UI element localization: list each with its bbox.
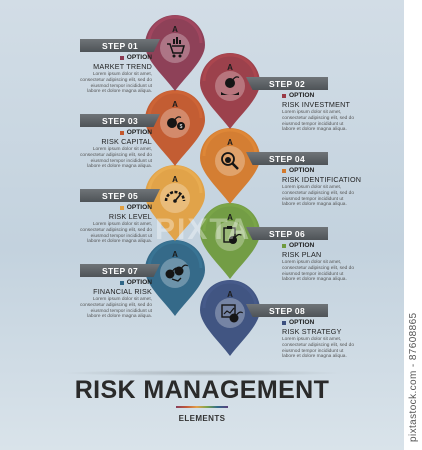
step-6-option: OPTION RISK PLAN Lorem ipsum dolor sit ame… — [282, 242, 374, 283]
step-5-drop-letter: A — [172, 175, 178, 184]
step-4-label: STEP 04 — [269, 154, 305, 164]
step-4-banner: STEP 04 — [246, 152, 328, 165]
option-body: Lorem ipsum dolor sit amet, consectetur a… — [80, 222, 152, 245]
cart-icon — [167, 37, 185, 58]
step-7-label: STEP 07 — [102, 266, 138, 276]
step-2-banner: STEP 02 — [246, 77, 328, 90]
svg-text:$: $ — [180, 124, 183, 130]
option-label: OPTION — [289, 167, 315, 174]
step-8-label: STEP 08 — [269, 306, 305, 316]
step-1-option: OPTION MARKET TREND Lorem ipsum dolor sit … — [60, 54, 152, 95]
option-body: Lorem ipsum dolor sit amet, consectetur a… — [80, 72, 152, 95]
step-7-option: OPTION FINANCIAL RISK Lorem ipsum dolor si… — [60, 279, 152, 320]
step-8-drop: A — [200, 280, 260, 356]
step-1-label: STEP 01 — [102, 41, 138, 51]
step-7-drop-letter: A — [172, 250, 178, 259]
bomb-money-icon: $ — [167, 116, 185, 130]
step-6-banner: STEP 06 — [246, 227, 328, 240]
option-title: RISK CAPITAL — [101, 136, 152, 146]
option-body: Lorem ipsum dolor sit amet, consectetur a… — [282, 260, 354, 283]
step-8-banner: STEP 08 — [246, 304, 328, 317]
option-label: OPTION — [289, 92, 315, 99]
option-body: Lorem ipsum dolor sit amet, consectetur a… — [80, 147, 152, 170]
page-title: RISK MANAGEMENT — [74, 376, 330, 404]
step-6-label: STEP 06 — [269, 229, 305, 239]
step-3-drop-letter: A — [172, 100, 178, 109]
option-title: RISK STRATEGY — [282, 326, 342, 336]
bombs-icon — [165, 264, 189, 282]
step-3-label: STEP 03 — [102, 116, 138, 126]
step-5-drop: A — [145, 165, 205, 241]
option-heading: OPTION — [282, 319, 374, 327]
option-heading: OPTION — [60, 54, 152, 62]
option-heading: OPTION — [282, 242, 374, 250]
option-body: Lorem ipsum dolor sit amet, consectetur a… — [282, 110, 354, 133]
step-3-banner: STEP 03 — [80, 114, 160, 127]
option-label: OPTION — [126, 279, 152, 286]
step-2-option: OPTION RISK INVESTMENT Lorem ipsum dolor s… — [282, 92, 374, 133]
option-heading: OPTION — [282, 167, 374, 175]
step-8-option: OPTION RISK STRATEGY Lorem ipsum dolor sit… — [282, 319, 374, 360]
option-label: OPTION — [126, 129, 152, 136]
option-title: RISK IDENTIFICATION — [282, 174, 362, 184]
step-8-drop-letter: A — [227, 290, 233, 299]
step-1-drop-letter: A — [172, 25, 178, 34]
step-5-option: OPTION RISK LEVEL Lorem ipsum dolor sit am… — [60, 204, 152, 245]
chart-bomb-icon — [221, 304, 244, 323]
title-divider — [176, 406, 228, 408]
step-3-option: OPTION RISK CAPITAL Lorem ipsum dolor sit … — [60, 129, 152, 170]
step-4-option: OPTION RISK IDENTIFICATION Lorem ipsum dol… — [282, 167, 374, 208]
side-watermark: pixtastock.com - 87608865 — [406, 0, 422, 450]
step-5-banner: STEP 05 — [80, 189, 160, 202]
step-4-drop: A — [200, 128, 260, 204]
step-2-label: STEP 02 — [269, 79, 305, 89]
option-label: OPTION — [289, 242, 315, 249]
step-6-drop-letter: A — [227, 213, 233, 222]
option-heading: OPTION — [282, 92, 374, 100]
gauge-icon — [164, 190, 186, 203]
step-7-banner: STEP 07 — [80, 264, 160, 277]
step-7-drop: A — [145, 240, 205, 316]
bomb-hand-icon — [221, 76, 240, 95]
option-body: Lorem ipsum dolor sit amet, consectetur a… — [282, 337, 354, 360]
option-heading: OPTION — [60, 129, 152, 137]
pixta-watermark: PIXTA — [155, 213, 252, 246]
step-1-drop: A — [145, 15, 205, 91]
step-2-drop: A — [200, 53, 260, 129]
magnifier-bomb-icon — [221, 152, 239, 170]
option-body: Lorem ipsum dolor sit amet, consectetur a… — [282, 185, 354, 208]
option-title: MARKET TREND — [93, 61, 152, 71]
step-4-drop-letter: A — [227, 138, 233, 147]
step-5-label: STEP 05 — [102, 191, 138, 201]
step-6-drop: A — [200, 203, 260, 279]
watermark-text: pixtastock.com - 87608865 — [408, 312, 419, 442]
step-2-drop-letter: A — [227, 63, 233, 72]
option-title: RISK LEVEL — [108, 211, 152, 221]
option-title: RISK PLAN — [282, 249, 322, 259]
option-heading: OPTION — [60, 279, 152, 287]
clipboard-bomb-icon — [223, 226, 242, 244]
option-label: OPTION — [126, 54, 152, 61]
page-subtitle: ELEMENTS — [178, 414, 226, 423]
option-title: RISK INVESTMENT — [282, 99, 351, 109]
option-label: OPTION — [289, 319, 315, 326]
step-3-drop: A$ — [145, 90, 205, 166]
option-title: FINANCIAL RISK — [93, 286, 152, 296]
step-1-banner: STEP 01 — [80, 39, 160, 52]
option-label: OPTION — [126, 204, 152, 211]
option-body: Lorem ipsum dolor sit amet, consectetur a… — [80, 297, 152, 320]
option-heading: OPTION — [60, 204, 152, 212]
title-shadow — [60, 370, 344, 376]
infographic-canvas: A A A A A A $ A A PIXTA STEP 01 OPTION MARKET TREN… — [0, 0, 404, 450]
